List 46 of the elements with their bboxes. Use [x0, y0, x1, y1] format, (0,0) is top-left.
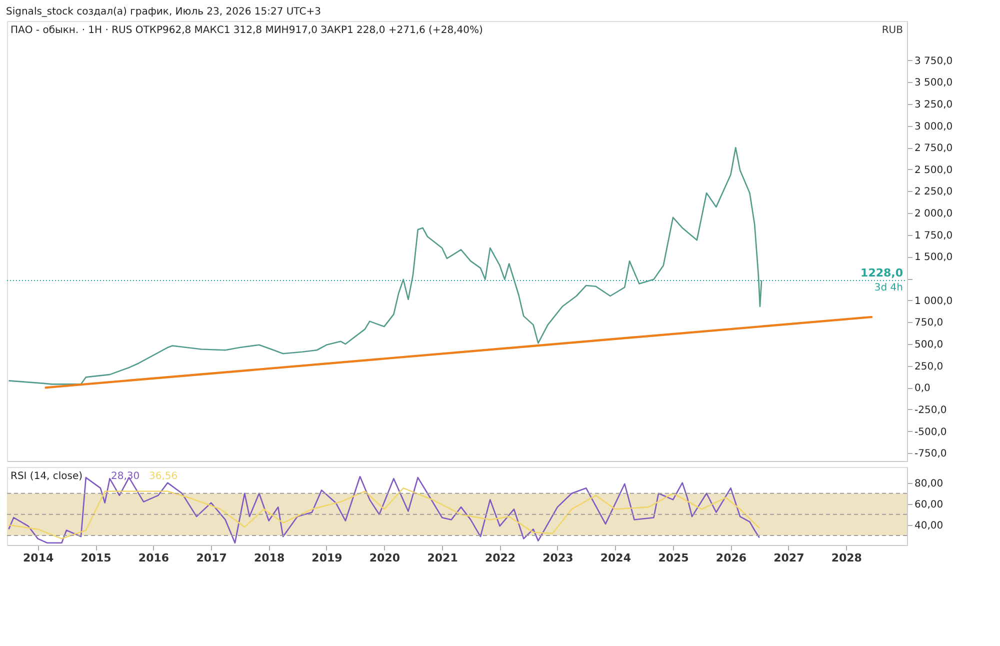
- x-tick-label: 2020: [369, 552, 400, 564]
- y-tick-label: 1 000,0: [914, 296, 953, 307]
- y-tick-label: 3 750,0: [914, 56, 953, 67]
- x-tick-label: 2018: [254, 552, 285, 564]
- x-tick-label: 2019: [312, 552, 342, 564]
- y-tick-label: 250,0: [914, 361, 944, 372]
- annotation: 28,30: [111, 471, 140, 482]
- y-tick-label: 750,0: [914, 318, 944, 329]
- chart-title: RSI (14, close): [10, 471, 83, 482]
- y-tick-label: 2 250,0: [914, 186, 953, 198]
- y-tick-label: -750,0: [914, 448, 947, 460]
- y-tick-label: 2 000,0: [914, 208, 953, 220]
- annotation: 36,56: [149, 471, 178, 482]
- x-tick-label: 2027: [774, 552, 804, 564]
- y-tick-label: 60,00: [914, 499, 944, 510]
- x-tick-label: 2025: [658, 552, 689, 564]
- y-tick-label: 500,0: [914, 340, 944, 351]
- x-tick-label: 2016: [138, 552, 170, 564]
- y-tick-label: -250,0: [914, 404, 947, 416]
- x-tick-label: 2026: [716, 552, 747, 564]
- y-tick-label: 2 750,0: [914, 143, 953, 154]
- x-tick-label: 2017: [196, 552, 227, 564]
- y-tick-label: -500,0: [914, 426, 947, 438]
- ref-line-label: 1228,0: [860, 266, 904, 280]
- y-tick-label: 1 750,0: [914, 230, 953, 242]
- x-tick-label: 2014: [23, 552, 54, 564]
- chart-title: ПАО - обыкн. · 1H · RUS ОТКР962,8 МАКС1 312,8 МИН917,0 ЗАКР1 228,0 +271,6 (+28,40%): [10, 25, 483, 36]
- x-tick-label: 2015: [80, 552, 112, 564]
- y-tick-label: 3 500,0: [914, 78, 953, 89]
- line-series: [8, 146, 762, 385]
- text: Signals_stock создал(а) график, Июль 23, 2026 15:27 UTC+3: [6, 6, 321, 18]
- y-tick-label: 0,0: [914, 383, 930, 394]
- annotation: RUB: [882, 25, 904, 36]
- y-tick-label: 2 500,0: [914, 164, 953, 176]
- annotation: 3d 4h: [874, 282, 903, 294]
- x-tick-label: 2022: [484, 552, 516, 564]
- y-tick-label: 3 000,0: [914, 121, 953, 132]
- line-series: [8, 487, 760, 540]
- y-tick-label: 80,00: [914, 478, 944, 490]
- x-tick-label: 2028: [831, 552, 862, 564]
- y-tick-label: 3 250,0: [914, 99, 953, 110]
- x-tick-label: 2023: [542, 552, 574, 564]
- y-tick-label: 1 500,0: [914, 252, 953, 264]
- x-tick-label: 2021: [427, 552, 458, 564]
- y-tick-label: 40,00: [914, 520, 944, 532]
- x-tick-label: 2024: [600, 552, 632, 564]
